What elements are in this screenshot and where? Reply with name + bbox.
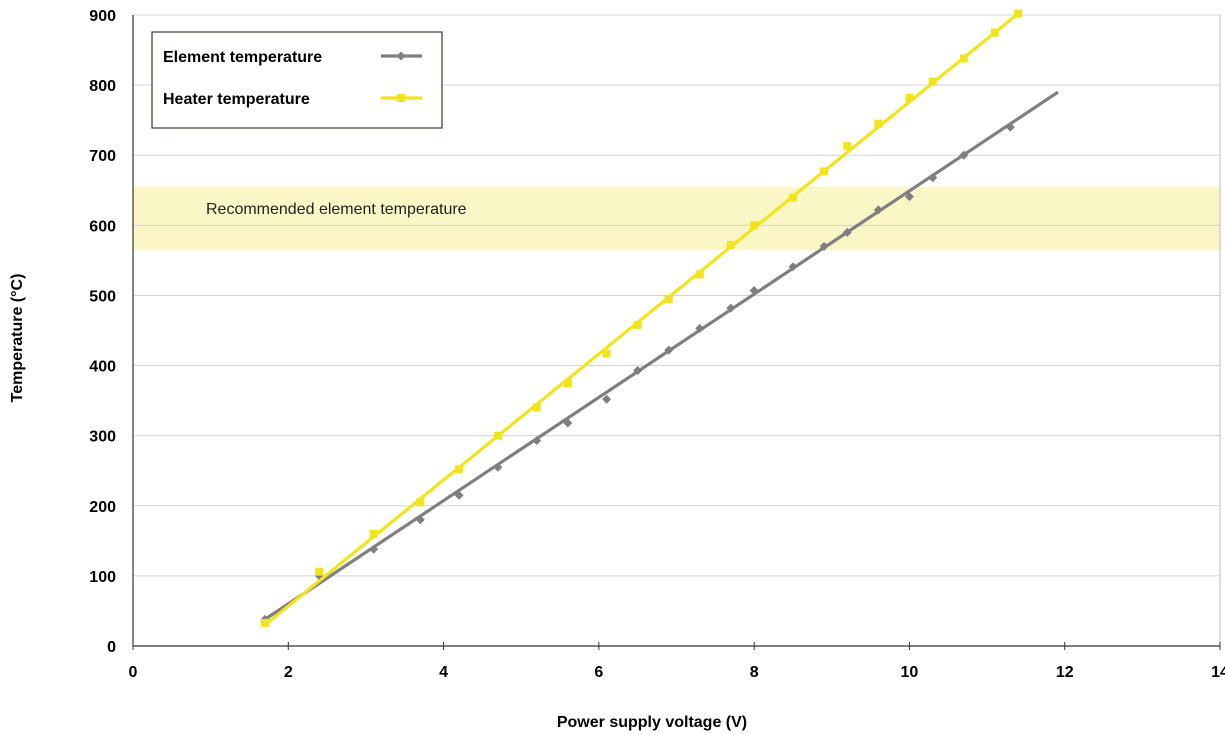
data-point [260,618,269,627]
data-point [843,142,852,151]
axes [132,15,1221,650]
data-point [726,240,735,249]
y-tick-label: 600 [89,218,116,235]
data-point [959,150,969,160]
data-point [750,221,759,230]
legend-swatch-heater [381,94,422,102]
legend-box [151,31,443,129]
y-tick-label: 900 [89,8,116,25]
x-tick-label: 4 [439,664,448,681]
band-label: Recommended element temperature [206,201,467,218]
data-point [563,418,573,428]
data-point [315,567,324,576]
y-tick-label: 200 [89,499,116,516]
data-point [563,379,572,388]
data-point [369,544,379,554]
legend-swatch-marker [396,51,406,61]
x-tick-label: 14 [1211,664,1225,681]
data-point [633,365,643,375]
data-point [455,465,464,474]
data-point [416,498,425,507]
data-point [695,270,704,279]
data-point [369,529,378,538]
data-point [788,262,798,272]
series-layer [260,9,1059,627]
data-point [633,320,642,329]
legend-label-heater: Heater temperature [163,91,310,108]
data-point [664,345,674,355]
data-point [532,403,541,412]
y-tick-label: 0 [107,639,116,656]
data-point [726,303,736,313]
data-point [602,349,611,358]
y-tick-label: 800 [89,78,116,95]
series-heater [260,9,1023,627]
x-tick-label: 12 [1056,664,1074,681]
y-tick-labels: 0 100 200 300 400 500 600 700 800 900 [89,8,116,656]
x-tick-label: 6 [594,664,603,681]
data-point [928,77,937,86]
series-fit-line [263,11,1020,627]
data-point [819,241,829,251]
data-point [820,167,829,176]
legend-label-element: Element temperature [163,49,322,66]
data-point [1005,122,1015,132]
series-fit-line [263,91,1059,621]
legend-swatch-element [381,51,422,61]
data-point [873,205,883,215]
data-point [454,490,464,500]
recommended-band [133,186,1220,250]
x-tick-label: 10 [901,664,919,681]
legend: Element temperature Heater temperature [151,31,443,129]
x-axis-title: Power supply voltage (V) [557,714,747,731]
x-tick-label: 2 [284,664,293,681]
data-point [905,93,914,102]
x-tick-labels: 0 2 4 6 8 10 12 14 [129,664,1225,681]
data-point [602,394,612,404]
data-point [695,323,705,333]
y-tick-label: 400 [89,359,116,376]
y-tick-label: 500 [89,288,116,305]
y-tick-label: 700 [89,148,116,165]
data-point [928,173,938,183]
data-point [664,294,673,303]
data-point [788,193,797,202]
data-point [904,192,914,202]
legend-swatch-marker [397,94,405,102]
x-tick-label: 8 [750,664,759,681]
data-point [532,436,542,446]
data-point [959,54,968,63]
series-element [260,91,1059,624]
x-tick-label: 0 [129,664,138,681]
y-tick-label: 300 [89,429,116,446]
y-axis-title: Temperature (°C) [9,274,26,403]
data-point [990,28,999,37]
data-point [842,227,852,237]
data-point [1014,9,1023,18]
data-point [874,119,883,128]
data-point [415,515,425,525]
y-tick-label: 100 [89,569,116,586]
data-point [749,286,759,296]
data-point [493,431,502,440]
data-point [493,462,503,472]
